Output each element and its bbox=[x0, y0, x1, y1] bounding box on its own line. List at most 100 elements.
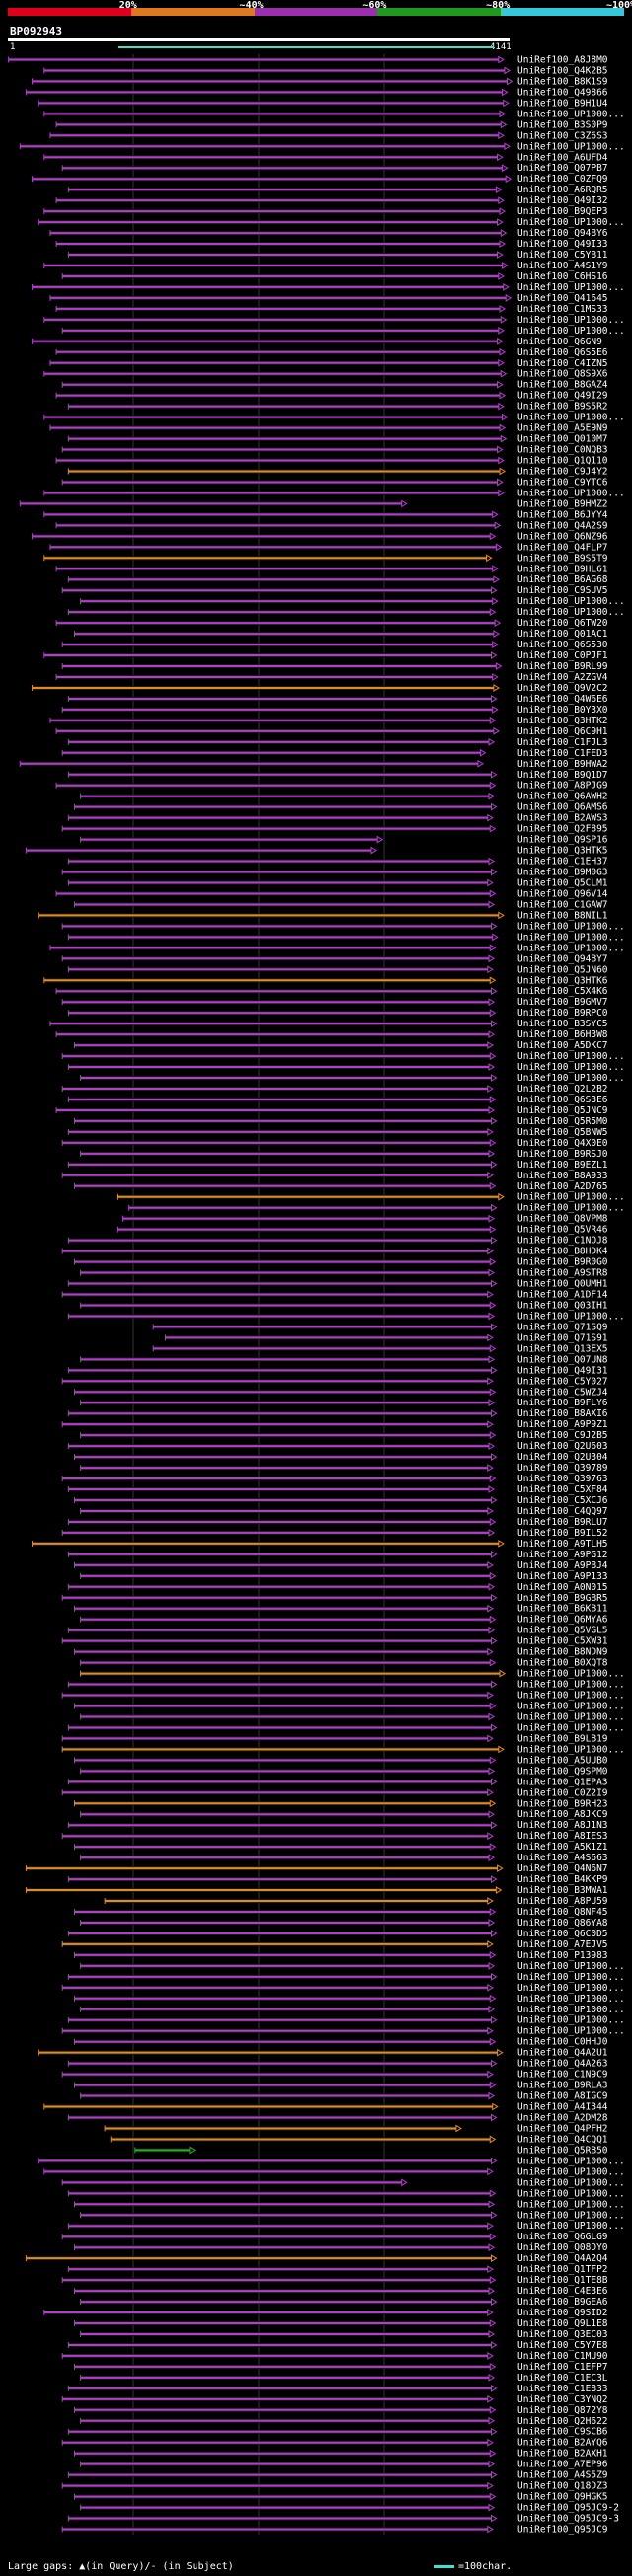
hit-arrow bbox=[490, 1279, 498, 1288]
hit-arrow bbox=[489, 1225, 497, 1234]
hit-label: UniRef100_B9GEA6 bbox=[517, 2297, 608, 2308]
hit-arrow bbox=[489, 1994, 497, 2003]
hit-arrow bbox=[487, 1734, 494, 1743]
hit-label: UniRef100_Q6TW20 bbox=[517, 618, 608, 629]
hit-label: UniRef100_B9GMV7 bbox=[517, 997, 608, 1008]
hit-arrow bbox=[489, 1615, 497, 1624]
hit-label: UniRef100_Q95JC9-3 bbox=[517, 2514, 619, 2525]
hit-arrow bbox=[490, 1074, 498, 1082]
legend-segment bbox=[501, 8, 624, 16]
hit-label: UniRef100_Q8NF45 bbox=[517, 1907, 608, 1918]
hit-arrow bbox=[494, 619, 502, 628]
hit-arrow bbox=[488, 2373, 495, 2382]
hit-label: UniRef100_B3SYC5 bbox=[517, 1019, 608, 1029]
hit-arrow bbox=[490, 2514, 498, 2523]
hit-arrow bbox=[505, 175, 513, 184]
hit-label: UniRef100_C5X4K6 bbox=[517, 986, 608, 997]
hit-label: UniRef100_C0ZFQ9 bbox=[517, 174, 608, 185]
hit-arrow bbox=[487, 1983, 494, 1992]
hit-arrow bbox=[488, 1399, 495, 1407]
hit-label: UniRef100_Q4FLP7 bbox=[517, 542, 608, 553]
hit-arrow bbox=[490, 1723, 498, 1732]
hit-arrow bbox=[489, 2492, 497, 2501]
hit-arrow bbox=[497, 1864, 504, 1872]
hit-label: UniRef100_B9RL99 bbox=[517, 661, 608, 672]
hit-arrow bbox=[490, 2015, 498, 2024]
hit-label: UniRef100_A9PBJ4 bbox=[517, 1560, 608, 1571]
hit-label: UniRef100_B9HWA2 bbox=[517, 759, 608, 770]
identity-color-legend: 20% ~40% ~60% ~80% ~100% bbox=[8, 1, 632, 16]
hit-arrow bbox=[488, 2503, 495, 2512]
hit-arrow bbox=[505, 294, 513, 302]
hit-arrow bbox=[500, 315, 508, 324]
hit-arrow bbox=[490, 1972, 498, 1981]
hit-arrow bbox=[488, 1442, 495, 1451]
hit-arrow bbox=[488, 954, 495, 963]
hit-arrow bbox=[489, 1096, 497, 1103]
hit-arrow bbox=[489, 1052, 497, 1060]
hit-arrow bbox=[489, 2449, 497, 2458]
hit-label: UniRef100_Q86YA8 bbox=[517, 1918, 608, 1929]
hit-arrow bbox=[503, 99, 510, 108]
hit-arrow bbox=[490, 586, 498, 595]
hit-arrow bbox=[499, 467, 507, 476]
hit-arrow bbox=[489, 1843, 497, 1852]
hit-arrow bbox=[490, 1117, 498, 1125]
hit-arrow bbox=[490, 987, 498, 996]
hit-arrow bbox=[487, 1464, 494, 1472]
hit-label: UniRef100_B6H3W8 bbox=[517, 1029, 608, 1040]
hit-label: UniRef100_UP1000... bbox=[517, 109, 625, 119]
hit-label: UniRef100_C6HS16 bbox=[517, 271, 608, 282]
hit-label: UniRef100_Q3HTK2 bbox=[517, 716, 608, 726]
hit-arrow bbox=[488, 2287, 495, 2295]
hit-label: UniRef100_UP1000... bbox=[517, 217, 625, 228]
hit-arrow bbox=[490, 770, 498, 779]
hit-arrow bbox=[488, 2460, 495, 2468]
hit-arrow bbox=[498, 911, 505, 920]
hit-label: UniRef100_UP1000... bbox=[517, 141, 625, 152]
hit-label: UniRef100_Q6S3E6 bbox=[517, 1095, 608, 1105]
hit-label: UniRef100_C9J2B5 bbox=[517, 1430, 608, 1441]
hit-arrow bbox=[490, 1236, 498, 1245]
hit-arrow bbox=[490, 1593, 498, 1602]
hit-arrow bbox=[489, 1431, 497, 1440]
hit-label: UniRef100_Q4A2S9 bbox=[517, 520, 608, 531]
hit-arrow bbox=[488, 792, 495, 800]
hit-arrow bbox=[490, 1778, 498, 1786]
hit-label: UniRef100_C0Z2I9 bbox=[517, 1787, 608, 1798]
hit-arrow bbox=[497, 2048, 504, 2057]
hit-arrow bbox=[490, 1409, 498, 1418]
hit-label: UniRef100_A4S663 bbox=[517, 1853, 608, 1863]
hit-arrow bbox=[492, 933, 499, 942]
hit-arrow bbox=[486, 554, 493, 563]
hit-arrow bbox=[495, 186, 503, 194]
hit-arrow bbox=[488, 1626, 495, 1634]
hit-arrow bbox=[487, 1788, 494, 1797]
hit-label: UniRef100_A2ZGV4 bbox=[517, 672, 608, 683]
hit-label: UniRef100_A6UFD4 bbox=[517, 152, 608, 163]
hit-arrow bbox=[497, 380, 504, 389]
hit-arrow bbox=[502, 413, 509, 421]
hit-label: UniRef100_B9RSJ0 bbox=[517, 1149, 608, 1160]
hit-label: UniRef100_C1MS33 bbox=[517, 304, 608, 315]
hit-label: UniRef100_A8J1N3 bbox=[517, 1820, 608, 1831]
hit-arrow bbox=[490, 1366, 498, 1375]
hit-label: UniRef100_Q6MYA6 bbox=[517, 1615, 608, 1626]
hit-label: UniRef100_C5XCJ6 bbox=[517, 1495, 608, 1506]
hit-label: UniRef100_Q39763 bbox=[517, 1474, 608, 1484]
hit-arrow bbox=[502, 164, 509, 173]
hit-arrow bbox=[494, 521, 502, 530]
hit-label: UniRef100_UP1000... bbox=[517, 921, 625, 932]
hit-label: UniRef100_Q8S9X6 bbox=[517, 369, 608, 380]
hit-label: UniRef100_A6RQR5 bbox=[517, 185, 608, 195]
hit-label: UniRef100_A9PG12 bbox=[517, 1550, 608, 1560]
hit-arrow bbox=[488, 1767, 495, 1776]
hit-arrow bbox=[488, 1312, 495, 1321]
hit-label: UniRef100_UP1000... bbox=[517, 326, 625, 337]
hit-label: UniRef100_Q9SP16 bbox=[517, 835, 608, 846]
hit-arrow bbox=[498, 55, 505, 64]
hit-arrow bbox=[490, 1875, 498, 1883]
query-ruler bbox=[8, 38, 510, 41]
hit-arrow bbox=[487, 1333, 494, 1342]
hit-arrow bbox=[490, 1203, 498, 1212]
